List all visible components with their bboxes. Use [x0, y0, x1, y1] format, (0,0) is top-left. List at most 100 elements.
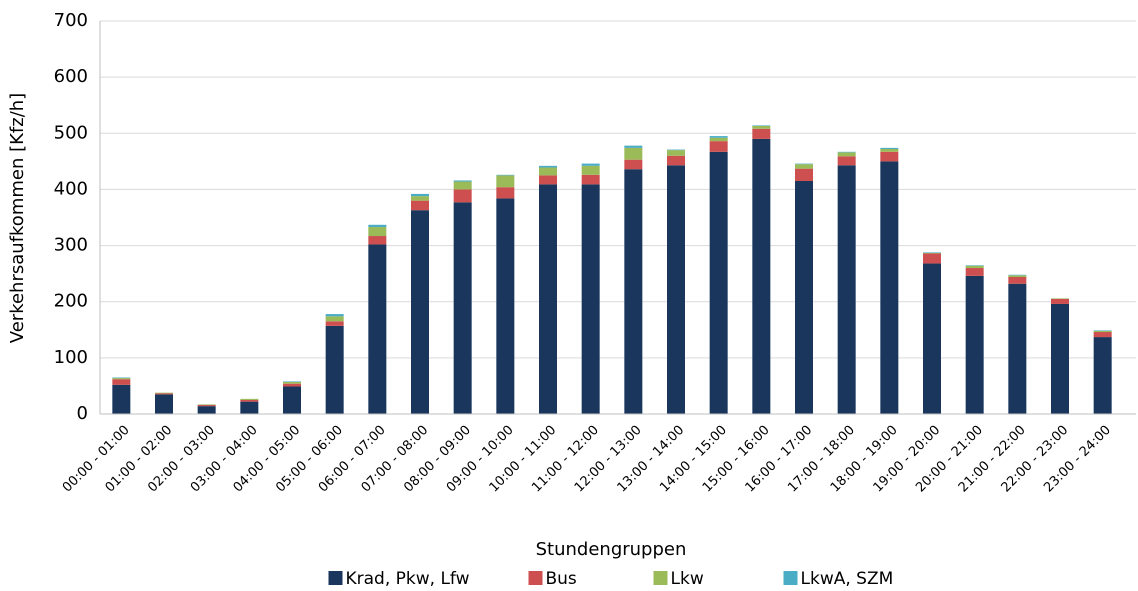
- y-tick-label: 500: [54, 122, 88, 143]
- bar-segment: [112, 377, 131, 379]
- bar-segment: [411, 196, 429, 201]
- bar-segment: [965, 265, 984, 269]
- bar-segment: [752, 128, 771, 139]
- y-tick-label: 700: [54, 10, 88, 31]
- bar-segment: [453, 202, 472, 414]
- bar-segment: [240, 401, 259, 414]
- bar-segment: [368, 227, 387, 237]
- bar-segment: [155, 394, 173, 414]
- bar-segment: [283, 381, 301, 382]
- bar-segment: [709, 151, 728, 414]
- bar-segment: [880, 149, 899, 152]
- bar-segment: [496, 174, 515, 176]
- bar-segment: [539, 175, 557, 185]
- bar-segment: [837, 156, 856, 166]
- bar-segment: [709, 141, 728, 152]
- y-tick-label: 300: [54, 235, 88, 256]
- bar-segment: [1051, 298, 1069, 299]
- bar-segment: [539, 165, 557, 168]
- bar-segment: [368, 244, 387, 414]
- bar-segment: [667, 150, 685, 156]
- legend-swatch: [783, 571, 798, 585]
- bar-segment: [283, 383, 301, 387]
- bar-segment: [923, 252, 941, 254]
- bar-segment: [624, 147, 643, 160]
- bar-segment: [411, 200, 429, 211]
- y-tick-label: 600: [54, 66, 88, 87]
- bar-segment: [667, 165, 685, 414]
- bar-segment: [240, 399, 259, 402]
- bar-segment: [880, 161, 899, 414]
- bar-segment: [837, 152, 856, 157]
- bar-segment: [965, 275, 984, 414]
- bar-segment: [155, 393, 173, 395]
- bar-segment: [496, 198, 515, 414]
- bar-segment: [368, 236, 387, 245]
- bar-segment: [325, 316, 344, 322]
- legend-swatch: [653, 571, 668, 585]
- bar-segment: [112, 384, 131, 414]
- bar-segment: [923, 253, 941, 264]
- y-tick-label: 0: [77, 403, 88, 424]
- bar-segment: [453, 181, 472, 190]
- bar-segment: [325, 321, 344, 326]
- bar-segment: [1093, 330, 1112, 331]
- bar-segment: [539, 184, 557, 414]
- bar-segment: [496, 175, 515, 188]
- bar-segment: [1008, 283, 1027, 414]
- bar-segment: [581, 174, 600, 185]
- y-axis-title: Verkehrsaufkommen [Kfz/h]: [7, 93, 28, 343]
- bar-segment: [965, 265, 984, 266]
- bar-segment: [923, 252, 941, 253]
- bar-segment: [155, 392, 173, 394]
- bar-segment: [795, 181, 813, 414]
- bar-segment: [1093, 332, 1112, 338]
- legend-label: LkwA, SZM: [801, 569, 894, 589]
- bar-segment: [667, 149, 685, 151]
- bar-segment: [837, 165, 856, 414]
- bar-segment: [1093, 337, 1112, 414]
- bar-segment: [581, 184, 600, 414]
- bar-segment: [880, 147, 899, 150]
- y-tick-label: 100: [54, 347, 88, 368]
- bar-segment: [880, 151, 899, 162]
- bar-segment: [325, 325, 344, 414]
- bar-segment: [453, 189, 472, 203]
- bar-segment: [197, 404, 216, 406]
- legend-label: Krad, Pkw, Lfw: [346, 569, 470, 589]
- bar-segment: [581, 163, 600, 166]
- bar-segment: [837, 151, 856, 153]
- bar-segment: [752, 125, 771, 126]
- bar-segment: [197, 406, 216, 414]
- bar-segment: [1051, 303, 1069, 414]
- bar-segment: [1093, 330, 1112, 333]
- bar-segment: [581, 165, 600, 175]
- bar-segment: [752, 138, 771, 414]
- bar-segment: [539, 167, 557, 176]
- x-axis-title: Stundengruppen: [536, 539, 687, 560]
- bar-segment: [240, 398, 259, 400]
- bar-segment: [411, 193, 429, 197]
- bar-segment: [709, 136, 728, 138]
- bar-segment: [752, 125, 771, 129]
- bar-segment: [624, 159, 643, 170]
- bar-segment: [283, 381, 301, 384]
- bar-segment: [1008, 277, 1027, 284]
- bar-segment: [1008, 275, 1027, 278]
- bar-segment: [667, 155, 685, 166]
- bar-segment: [1051, 298, 1069, 304]
- bar-segment: [709, 137, 728, 142]
- bar-segment: [112, 379, 131, 385]
- legend-label: Bus: [546, 569, 577, 589]
- bar-segment: [1008, 274, 1027, 276]
- bar-segment: [965, 268, 984, 276]
- legend-swatch: [328, 571, 343, 585]
- bar-segment: [624, 145, 643, 148]
- bar-segment: [624, 169, 643, 414]
- bar-segment: [112, 378, 131, 380]
- y-tick-label: 400: [54, 178, 88, 199]
- bar-segment: [197, 405, 216, 407]
- bar-segment: [795, 168, 813, 182]
- legend-swatch: [528, 571, 543, 585]
